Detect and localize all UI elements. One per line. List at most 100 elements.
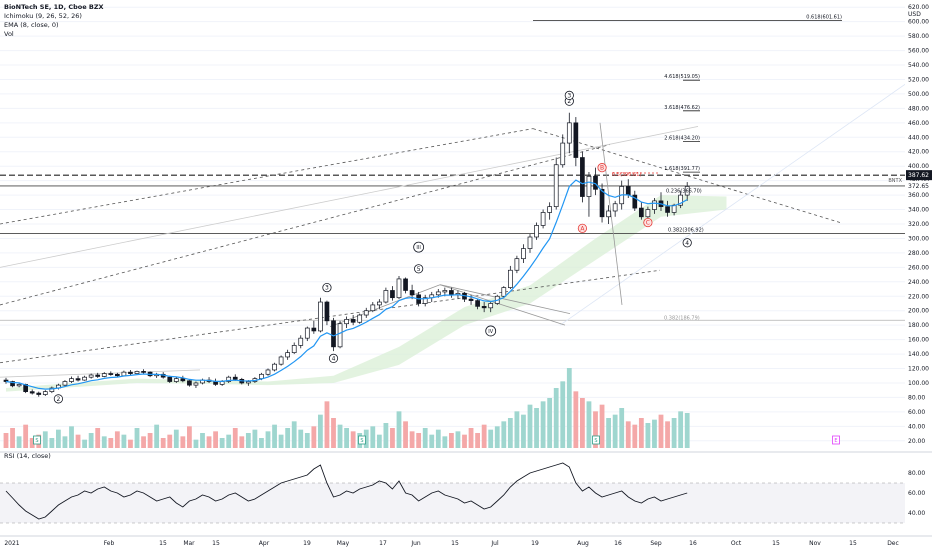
- fib-label: 1.618(391.77): [664, 166, 700, 172]
- candle-body: [481, 306, 487, 309]
- time-tick-label: 15: [159, 540, 167, 547]
- symbol-title[interactable]: BioNTech SE, 1D, Cboe BZX: [4, 3, 104, 11]
- rsi-tick-label: 40.00: [908, 510, 925, 517]
- candle-body: [88, 374, 94, 378]
- candle-body: [580, 157, 585, 197]
- candlesticks[interactable]: [3, 112, 690, 397]
- time-tick-label: Mar: [183, 540, 195, 547]
- price-tick-label: 320.00: [908, 221, 929, 228]
- mid-price-label: 372.65: [908, 183, 929, 190]
- indicator-vol[interactable]: Vol: [4, 30, 14, 38]
- price-tick-label: 520.00: [908, 76, 929, 83]
- volume-bar: [612, 414, 618, 448]
- time-tick-label: 2021: [4, 540, 19, 547]
- volume-bar: [547, 398, 553, 448]
- volume-bar: [429, 434, 435, 448]
- candle-body: [16, 384, 22, 387]
- price-tick-label: 420.00: [908, 149, 929, 156]
- price-tick-label: 100.00: [908, 380, 929, 387]
- candle-body: [291, 345, 297, 353]
- volume-bar: [23, 424, 29, 448]
- volume-bar: [75, 434, 81, 448]
- candle-body: [134, 371, 140, 374]
- candle-body: [10, 381, 15, 387]
- volume-bar: [514, 411, 520, 448]
- ticker-label: BNTX: [888, 178, 902, 184]
- candle-body: [625, 186, 631, 196]
- volume-bar: [521, 414, 526, 448]
- wave-label: A: [580, 225, 585, 232]
- candle-body: [298, 337, 304, 346]
- currency-label: USD: [908, 11, 921, 18]
- ichimoku-cloud: [6, 195, 727, 392]
- event-marker-label: E: [834, 438, 837, 444]
- volume-bar: [416, 433, 422, 448]
- candle-body: [318, 301, 323, 332]
- time-tick-label: 15: [212, 540, 220, 547]
- rsi-line: [5, 462, 688, 520]
- candle-body: [95, 374, 101, 377]
- candle-body: [566, 122, 572, 144]
- volume-bar: [481, 424, 487, 448]
- volume-bar: [665, 421, 670, 448]
- volume-bar: [213, 431, 218, 448]
- fib-label: 0.236(366.70): [666, 188, 702, 194]
- fib-label: 2.618(434.20): [664, 135, 700, 141]
- volume-bar: [638, 418, 644, 448]
- volume-bar: [553, 388, 559, 448]
- wave-label: III: [416, 245, 420, 251]
- fib-label: 4.618(519.05): [664, 74, 700, 80]
- candle-body: [337, 323, 343, 348]
- volume-bar: [449, 433, 454, 448]
- wave-label: 2: [56, 396, 60, 403]
- volume-bar: [593, 411, 598, 448]
- volume-bar: [10, 428, 15, 448]
- candle-body: [377, 301, 382, 306]
- volume-bar: [619, 408, 625, 448]
- candle-body: [173, 378, 179, 382]
- candle-body: [101, 373, 107, 377]
- volume-bar: [272, 424, 277, 448]
- grid: [0, 6, 905, 442]
- price-tick-label: 20.00: [908, 438, 925, 445]
- wave-label: B: [600, 165, 604, 172]
- volume-bar: [462, 434, 467, 448]
- volume-bar: [304, 433, 310, 448]
- fib-label: 0.618(601.61): [806, 15, 842, 21]
- price-tick-label: 460.00: [908, 120, 929, 127]
- candle-body: [324, 301, 330, 322]
- candle-body: [82, 376, 87, 381]
- candle-body: [665, 206, 670, 213]
- candle-body: [232, 376, 238, 380]
- candle-body: [42, 391, 48, 395]
- candle-body: [357, 314, 363, 323]
- rsi-title[interactable]: RSI (14, close): [4, 452, 51, 460]
- candle-body: [259, 373, 264, 379]
- candle-body: [363, 310, 369, 316]
- wave-marker: [597, 163, 607, 173]
- price-tick-label: 440.00: [908, 134, 929, 141]
- event-marker-label: S: [360, 438, 363, 444]
- indicator-ema[interactable]: EMA (8, close, 0): [4, 21, 59, 29]
- event-marker: [358, 435, 366, 445]
- time-tick-label: Jul: [490, 540, 499, 547]
- volume-bar: [128, 439, 133, 448]
- indicator-ichimoku[interactable]: Ichimoku (9, 26, 52, 26): [4, 12, 82, 20]
- candle-body: [75, 378, 81, 381]
- volume-bar: [376, 434, 382, 448]
- candle-body: [678, 194, 684, 206]
- volume-bar: [625, 421, 631, 448]
- volume-bar: [540, 401, 546, 448]
- wave-marker: [414, 264, 424, 274]
- volume-bar: [232, 428, 238, 448]
- wave-marker: [564, 90, 574, 100]
- price-tick-label: 140.00: [908, 351, 929, 358]
- volume-bar: [534, 408, 539, 448]
- time-tick-label: 15: [772, 540, 780, 547]
- legend: BioNTech SE, 1D, Cboe BZX Ichimoku (9, 2…: [4, 3, 104, 39]
- trend-line: [439, 284, 571, 314]
- candle-body: [272, 363, 277, 371]
- candle-body: [435, 291, 441, 296]
